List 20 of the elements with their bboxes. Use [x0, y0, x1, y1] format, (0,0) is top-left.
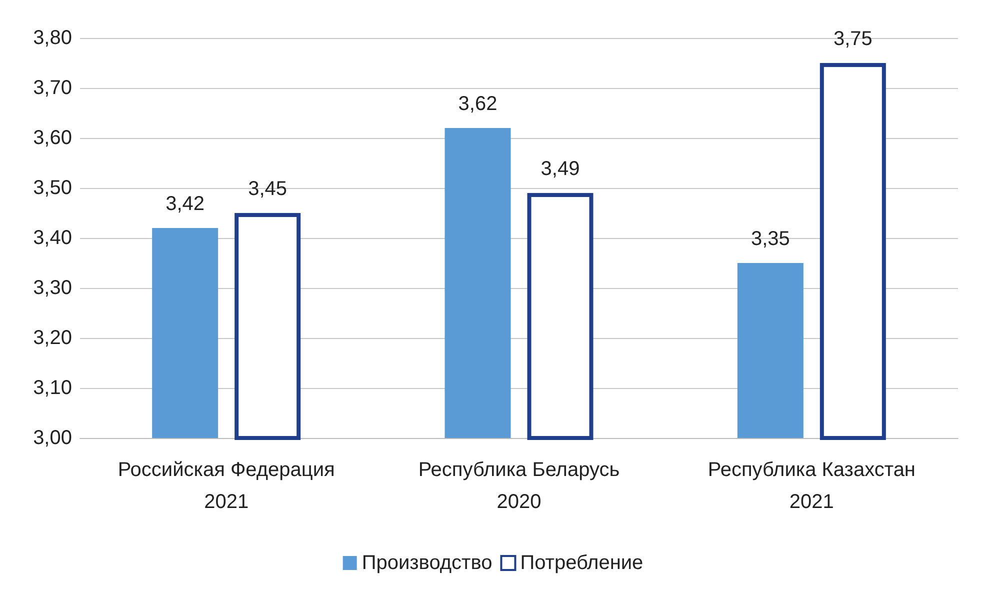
y-tick-label: 3,10 [33, 377, 72, 399]
y-tick-label: 3,80 [33, 27, 72, 49]
legend-label: Потребление [520, 552, 644, 574]
data-label: 3,35 [750, 228, 790, 250]
y-tick-label: 3,00 [33, 427, 72, 449]
data-label: 3,62 [458, 93, 498, 115]
x-tick-label: Республика Казахстан 2021 [708, 459, 916, 513]
y-tick-label: 3,70 [33, 77, 72, 99]
y-tick-label: 3,30 [33, 277, 72, 299]
data-label: 3,49 [540, 158, 580, 180]
y-tick-label: 3,50 [33, 177, 72, 199]
x-tick-label: Российская Федерация 2021 [118, 459, 335, 513]
x-tick-label: Республика Беларусь 2020 [418, 459, 620, 513]
data-label: 3,42 [166, 193, 205, 215]
legend-label: Производство [362, 552, 492, 574]
y-tick-label: 3,40 [33, 227, 72, 249]
data-label: 3,75 [833, 28, 872, 50]
y-tick-label: 3,20 [33, 327, 72, 349]
data-label: 3,45 [248, 178, 288, 200]
y-tick-label: 3,60 [33, 127, 72, 149]
